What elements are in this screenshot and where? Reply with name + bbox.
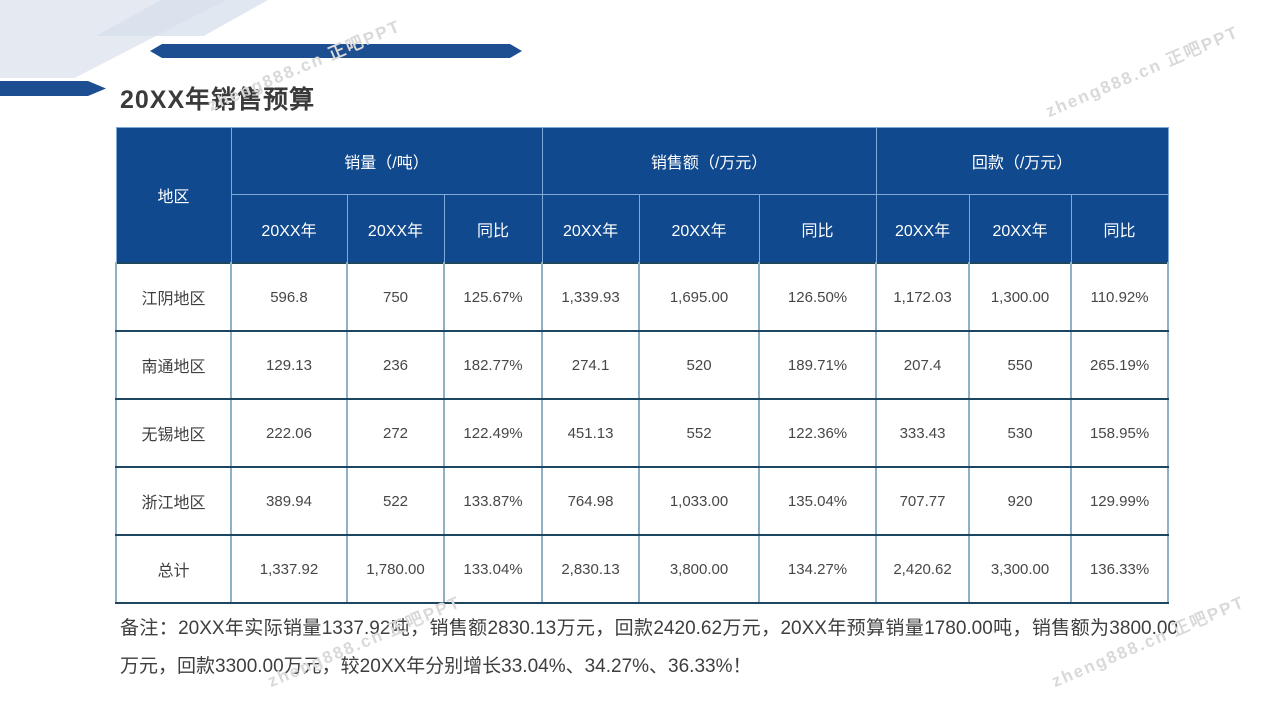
subheader-year: 20XX年	[875, 194, 970, 264]
value-cell: 134.27%	[758, 534, 878, 604]
value-cell: 707.77	[875, 466, 971, 536]
value-cell: 1,339.93	[541, 262, 641, 332]
subheader-yoy: 同比	[1070, 194, 1169, 264]
region-cell: 南通地区	[115, 330, 232, 400]
value-cell: 129.99%	[1070, 466, 1170, 536]
table-row-wuxi: 无锡地区 222.06 272 122.49% 451.13 552 122.3…	[115, 398, 1170, 468]
value-cell: 596.8	[230, 262, 348, 332]
value-cell: 129.13	[230, 330, 348, 400]
value-cell: 182.77%	[442, 330, 544, 400]
footnote: 备注：20XX年实际销量1337.92吨，销售额2830.13万元，回款2420…	[120, 618, 1178, 677]
table-row-zhejiang: 浙江地区 389.94 522 133.87% 764.98 1,033.00 …	[115, 466, 1170, 536]
value-cell: 133.04%	[442, 534, 544, 604]
table-row-total: 总计 1,337.92 1,780.00 133.04% 2,830.13 3,…	[115, 534, 1170, 604]
value-cell: 135.04%	[758, 466, 878, 536]
top-accent-bar	[150, 44, 522, 58]
value-cell: 236	[346, 330, 445, 400]
value-cell: 126.50%	[758, 262, 878, 332]
subheader-year: 20XX年	[230, 194, 348, 264]
value-cell: 750	[346, 262, 445, 332]
value-cell: 520	[638, 330, 761, 400]
value-cell: 3,800.00	[638, 534, 761, 604]
subheader-yoy: 同比	[443, 194, 543, 264]
value-cell: 122.36%	[758, 398, 878, 468]
value-cell: 110.92%	[1070, 262, 1170, 332]
value-cell: 920	[968, 466, 1073, 536]
value-cell: 1,172.03	[875, 262, 971, 332]
subheader-year: 20XX年	[638, 194, 760, 264]
value-cell: 1,033.00	[638, 466, 761, 536]
table-row-nantong: 南通地区 129.13 236 182.77% 274.1 520 189.71…	[115, 330, 1170, 400]
value-cell: 389.94	[230, 466, 348, 536]
value-cell: 2,830.13	[541, 534, 641, 604]
value-cell: 1,695.00	[638, 262, 761, 332]
value-cell: 764.98	[541, 466, 641, 536]
value-cell: 122.49%	[442, 398, 544, 468]
sales-budget-table: 地区 销量（/吨） 销售额（/万元） 回款（/万元） 20XX年 20XX年 同…	[115, 127, 1170, 604]
value-cell: 1,780.00	[346, 534, 445, 604]
value-cell: 333.43	[875, 398, 971, 468]
group-header-sales-amount: 销售额（/万元）	[541, 127, 877, 195]
value-cell: 189.71%	[758, 330, 878, 400]
region-cell: 无锡地区	[115, 398, 232, 468]
region-column-header: 地区	[115, 127, 232, 264]
value-cell: 530	[968, 398, 1073, 468]
subheader-year: 20XX年	[346, 194, 445, 264]
value-cell: 274.1	[541, 330, 641, 400]
value-cell: 133.87%	[442, 466, 544, 536]
value-cell: 222.06	[230, 398, 348, 468]
subheader-yoy: 同比	[758, 194, 877, 264]
region-cell: 总计	[115, 534, 232, 604]
page-title: 20XX年销售预算	[120, 86, 316, 114]
subheader-year: 20XX年	[541, 194, 640, 264]
value-cell: 207.4	[875, 330, 971, 400]
group-header-collections: 回款（/万元）	[875, 127, 1169, 195]
region-cell: 浙江地区	[115, 466, 232, 536]
value-cell: 136.33%	[1070, 534, 1170, 604]
value-cell: 3,300.00	[968, 534, 1073, 604]
table-row-jiangyin: 江阴地区 596.8 750 125.67% 1,339.93 1,695.00…	[115, 262, 1170, 332]
value-cell: 2,420.62	[875, 534, 971, 604]
left-arrow-decoration	[0, 81, 106, 96]
value-cell: 158.95%	[1070, 398, 1170, 468]
region-cell: 江阴地区	[115, 262, 232, 332]
value-cell: 272	[346, 398, 445, 468]
value-cell: 550	[968, 330, 1073, 400]
value-cell: 552	[638, 398, 761, 468]
value-cell: 125.67%	[442, 262, 544, 332]
value-cell: 522	[346, 466, 445, 536]
value-cell: 451.13	[541, 398, 641, 468]
value-cell: 265.19%	[1070, 330, 1170, 400]
group-header-sales-volume: 销量（/吨）	[230, 127, 543, 195]
subheader-year: 20XX年	[968, 194, 1072, 264]
value-cell: 1,337.92	[230, 534, 348, 604]
value-cell: 1,300.00	[968, 262, 1073, 332]
watermark: zheng888.cn 正吧PPT	[1043, 22, 1242, 122]
